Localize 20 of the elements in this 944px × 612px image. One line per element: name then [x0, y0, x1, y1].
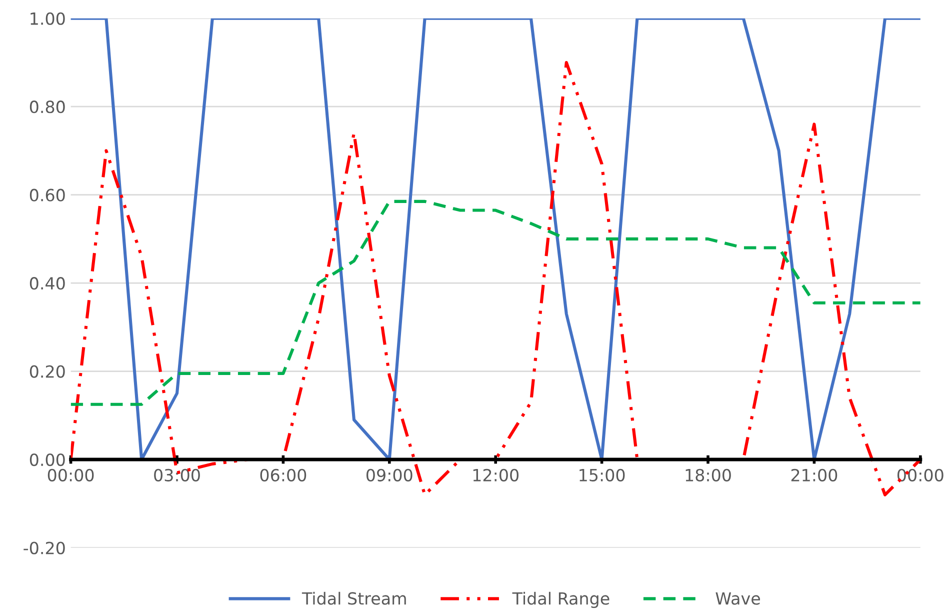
- x-tick-label: 03:00: [154, 468, 200, 482]
- legend-label: Tidal Stream: [302, 592, 406, 605]
- y-tick-label: -0.20: [24, 542, 65, 554]
- x-tick-label: 18:00: [686, 468, 731, 482]
- x-tick-label: 12:00: [473, 468, 519, 482]
- x-tick-label: 06:00: [260, 468, 306, 482]
- x-tick-label: 00:00: [897, 468, 944, 482]
- x-tick-label: 09:00: [366, 468, 412, 482]
- x-tick-label: 21:00: [791, 468, 838, 482]
- y-tick-label: 1.00: [30, 12, 65, 25]
- x-tick-label: 15:00: [580, 468, 625, 482]
- y-tick-label: 0.00: [30, 453, 65, 466]
- legend-label: Tidal Range: [512, 592, 610, 608]
- y-tick-label: 0.60: [30, 188, 65, 202]
- x-tick-label: 00:00: [48, 468, 94, 482]
- y-tick-label: 0.40: [30, 277, 65, 290]
- legend-label: Wave: [716, 592, 760, 605]
- y-tick-label: 0.20: [30, 365, 65, 378]
- line-series: [70, 200, 920, 406]
- y-tick-label: 0.80: [30, 100, 65, 114]
